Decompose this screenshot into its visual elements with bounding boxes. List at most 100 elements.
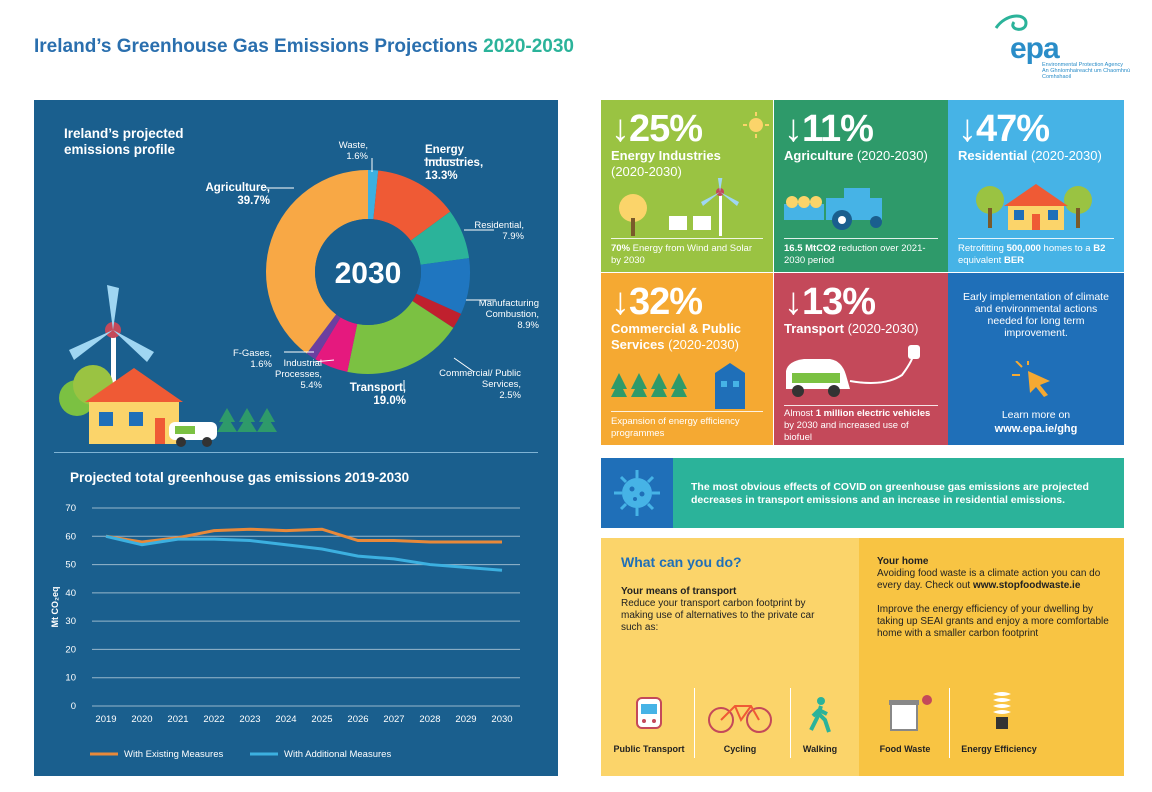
virus-icon-box: [601, 458, 673, 528]
transport-heading: Your means of transport: [621, 586, 737, 597]
label-agriculture: Agriculture, 39.7%: [205, 182, 270, 207]
covid-text: The most obvious effects of COVID on gre…: [691, 481, 1089, 506]
profile-title: Ireland’s projected emissions profile: [64, 126, 184, 157]
tile-comm-note: Expansion of energy efficiency programme…: [611, 416, 740, 439]
donut-slice: [410, 211, 470, 265]
tile-rule: [958, 238, 1114, 239]
donut-slice: [265, 170, 368, 354]
walking-icon: [809, 697, 831, 733]
label-residential: Residential, 7.9%: [474, 220, 524, 242]
tile-rule: [784, 405, 938, 406]
donut-hole: [315, 219, 421, 325]
tile-resid-note: Retrofitting 500,000 homes to a B2 equiv…: [958, 243, 1106, 266]
divider: [949, 688, 950, 758]
x-tick-label: 2028: [419, 714, 440, 725]
donut-slice: [416, 258, 470, 314]
label-industrial-processes: Industrial Processes, 5.4%: [275, 358, 322, 391]
learn-more-label: Learn more on: [1001, 409, 1071, 421]
y-tick-label: 70: [65, 503, 76, 514]
x-tick-label: 2027: [383, 714, 404, 725]
emissions-chart-title: Projected total greenhouse gas emissions…: [70, 470, 410, 485]
action-cycling: Cycling: [723, 744, 757, 754]
x-tick-label: 2019: [95, 714, 116, 725]
tile-rule: [784, 238, 938, 239]
divider: [694, 688, 695, 758]
emissions-donut-chart: 2030: [265, 158, 496, 390]
covid-banner: The most obvious effects of COVID on gre…: [601, 458, 1124, 528]
tile-resid-pct: ↓47%: [958, 108, 1050, 150]
x-tick-label: 2026: [347, 714, 368, 725]
label-energy-industries: Energy Industries, 13.3%: [425, 144, 484, 182]
x-tick-label: 2030: [491, 714, 512, 725]
home-text-2: Improve the energy efficiency of your dw…: [877, 604, 1109, 639]
divider: [790, 688, 791, 758]
tile-trans-note: Almost 1 million electric vehicles by 20…: [784, 408, 931, 443]
action-public-transport: Public Transport: [613, 744, 685, 754]
legend-label: With Additional Measures: [284, 749, 391, 760]
home-section: [859, 538, 1124, 776]
y-tick-label: 60: [65, 531, 76, 542]
donut-center-label: 2030: [335, 257, 402, 290]
x-tick-label: 2022: [203, 714, 224, 725]
panel-divider: [54, 452, 538, 453]
left-panel: Ireland’s projected emissions profile 20…: [34, 100, 558, 776]
y-tick-label: 30: [65, 616, 76, 627]
tile-energy-note: 70% Energy from Wind and Solar by 2030: [611, 243, 752, 266]
tile-transport: ↓13% Transport (2020-2030) Almost 1 mill…: [774, 273, 948, 445]
y-axis-label: Mt CO₂eq: [50, 587, 60, 628]
label-waste: Waste, 1.6%: [338, 140, 368, 162]
label-transport: Transport, 19.0%: [349, 382, 406, 407]
donut-slice: [315, 317, 358, 372]
tile-energy-pct: ↓25%: [611, 108, 703, 150]
legend-label: With Existing Measures: [124, 749, 224, 760]
food-bin-icon: [889, 695, 932, 731]
donut-slice: [347, 301, 454, 374]
series-line: [105, 534, 503, 572]
action-energy-efficiency: Energy Efficiency: [961, 744, 1037, 754]
y-tick-label: 20: [65, 644, 76, 655]
tile-resid-sector: Residential (2020-2030): [958, 148, 1102, 163]
learn-more-link[interactable]: www.epa.ie/ghg: [994, 423, 1078, 435]
trees-building-icon: [611, 363, 745, 409]
series-line: [105, 527, 502, 544]
logo-text: epa: [1010, 32, 1060, 65]
y-tick-label: 0: [71, 701, 76, 712]
tile-rule: [611, 411, 763, 412]
tile-agri-sector: Agriculture (2020-2030): [784, 148, 928, 163]
label-manufacturing: Manufacturing Combustion, 8.9%: [478, 298, 539, 331]
donut-slice: [373, 170, 451, 241]
sun-icon: [743, 112, 769, 138]
virus-icon: [614, 470, 660, 516]
electric-car-icon: [786, 345, 920, 397]
bicycle-icon: [708, 705, 772, 733]
house-icon: [976, 184, 1092, 230]
x-tick-label: 2025: [311, 714, 332, 725]
logo-subtitle: Environmental Protection Agency An Ghníom…: [1042, 62, 1131, 80]
donut-slice: [306, 314, 341, 360]
tractor-icon: [784, 188, 882, 230]
tile-rule: [611, 238, 763, 239]
y-tick-label: 10: [65, 673, 76, 684]
tile-energy-sector: Energy Industries (2020-2030): [611, 148, 721, 179]
cursor-click-icon: [1012, 361, 1050, 397]
x-tick-label: 2020: [131, 714, 152, 725]
tile-comm-sector: Commercial & Public Services (2020-2030): [611, 321, 742, 352]
what-title: What can you do?: [621, 554, 742, 570]
tile-early-implementation: Early implementation of climate and envi…: [948, 273, 1124, 445]
label-commercial: Commercial/ Public Services, 2.5%: [439, 368, 521, 401]
donut-slice: [412, 293, 462, 328]
transport-text: Reduce your transport carbon footprint b…: [621, 598, 815, 633]
y-tick-label: 50: [65, 560, 76, 571]
tile-trans-pct: ↓13%: [784, 281, 876, 323]
home-text-1: Avoiding food waste is a climate action …: [877, 568, 1101, 591]
label-f-gases: F-Gases, 1.6%: [232, 348, 272, 370]
page-title: Ireland’s Greenhouse Gas Emissions Proje…: [34, 36, 574, 57]
leader-line: [453, 357, 475, 373]
x-tick-label: 2029: [455, 714, 476, 725]
tile-residential: ↓47% Residential (2020-2030) Retrofittin…: [948, 100, 1124, 272]
donut-slice: [368, 170, 379, 220]
train-icon: [636, 697, 662, 729]
x-tick-label: 2023: [239, 714, 260, 725]
x-tick-label: 2024: [275, 714, 296, 725]
